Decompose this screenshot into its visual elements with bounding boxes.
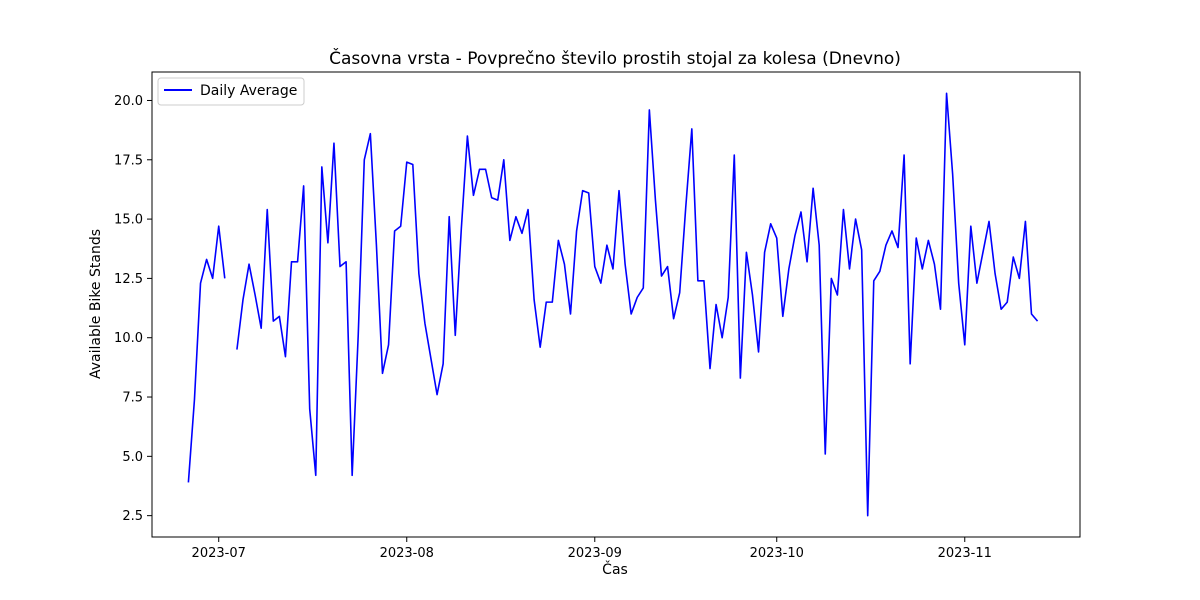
x-axis-label: Čas [602,560,628,578]
y-tick-label: 2.5 [122,509,143,524]
y-axis: 2.5 5.0 7.5 10.0 12.5 15.0 17.5 20.0 [114,94,152,524]
legend-label: Daily Average [200,83,297,99]
x-tick-label: 2023-11 [938,546,992,561]
series-line-1 [236,92,1039,517]
y-tick-label: 12.5 [114,272,143,287]
y-tick-label: 17.5 [114,153,143,168]
y-tick-label: 7.5 [122,391,143,406]
y-tick-label: 20.0 [114,94,143,109]
y-axis-label: Available Bike Stands [88,229,104,379]
legend: Daily Average [157,77,305,106]
chart-title: Časovna vrsta - Povprečno število prosti… [329,47,901,69]
series-line-1 [187,225,226,483]
x-tick-label: 2023-07 [192,546,246,561]
y-tick-label: 5.0 [122,450,143,465]
y-tick-label: 15.0 [114,213,143,228]
x-axis: 2023-07 2023-08 2023-09 2023-10 2023-11 [192,537,992,561]
x-tick-label: 2023-08 [380,546,434,561]
x-tick-label: 2023-09 [568,546,622,561]
x-tick-label: 2023-10 [750,546,804,561]
y-tick-label: 10.0 [114,331,143,346]
legend-box [157,77,305,106]
series-layer [187,92,1039,517]
